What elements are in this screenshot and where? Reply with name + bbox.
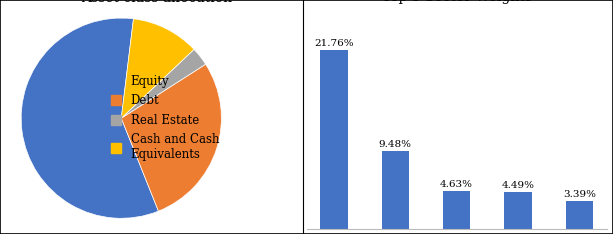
Text: 21.76%: 21.76% <box>314 39 354 48</box>
Wedge shape <box>121 49 205 118</box>
Text: 9.48%: 9.48% <box>379 140 412 149</box>
Text: 4.63%: 4.63% <box>440 180 473 189</box>
Bar <box>504 192 532 229</box>
Wedge shape <box>21 18 158 218</box>
Wedge shape <box>121 19 194 118</box>
Text: 3.39%: 3.39% <box>563 190 596 199</box>
Title: Asset class allocation: Asset class allocation <box>81 0 232 5</box>
Title: Top 5 Sector Weights: Top 5 Sector Weights <box>382 0 531 4</box>
Legend: Equity, Debt, Real Estate, Cash and Cash
Equivalents: Equity, Debt, Real Estate, Cash and Cash… <box>108 73 221 164</box>
Bar <box>443 191 471 229</box>
Wedge shape <box>121 64 221 211</box>
Text: 4.49%: 4.49% <box>501 181 535 190</box>
Bar <box>320 50 348 229</box>
Bar <box>566 201 593 229</box>
Bar <box>381 151 409 229</box>
